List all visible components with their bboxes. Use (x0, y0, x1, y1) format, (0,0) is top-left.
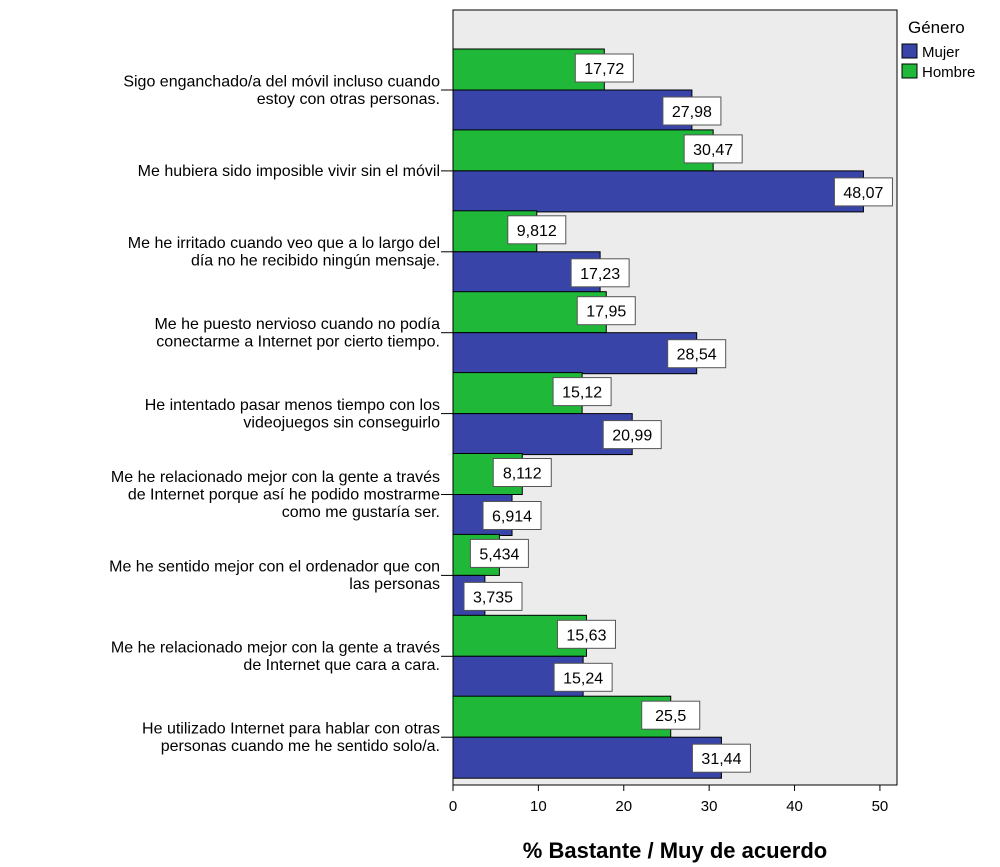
category-label: estoy con otras personas. (257, 91, 440, 108)
bar-mujer (452, 89, 693, 132)
data-label-box (641, 700, 701, 730)
data-label-mujer: 6,914 (492, 509, 532, 526)
data-label-hombre: 30,47 (693, 142, 733, 159)
category-label: Me hubiera sido imposible vivir sin el m… (138, 163, 440, 180)
data-label-hombre: 5,434 (479, 546, 519, 563)
data-label-box (469, 538, 529, 568)
data-label-mujer: 17,23 (580, 266, 620, 283)
data-label-box (507, 215, 567, 245)
category-label: He intentado pasar menos tiempo con los (145, 397, 440, 414)
data-label-box (602, 420, 662, 450)
legend-label-hombre: Hombre (922, 64, 975, 81)
data-label-box (556, 619, 616, 649)
data-label-box (552, 377, 612, 407)
category-label: día no he recibido ningún mensaje. (191, 253, 440, 270)
x-tick-label: 40 (786, 798, 803, 815)
data-label-hombre: 17,72 (584, 61, 624, 78)
category-label: las personas (349, 576, 440, 593)
data-label-box (833, 177, 893, 207)
data-label-box (570, 258, 630, 288)
data-label-box (482, 501, 542, 530)
category-label: Sigo enganchado/a del móvil incluso cuan… (123, 73, 440, 90)
legend-swatch-hombre (901, 63, 918, 79)
legend-swatch-mujer (901, 43, 918, 59)
bar-hombre (452, 695, 672, 738)
category-label: como me gustaría ser. (282, 504, 440, 521)
data-label-mujer: 20,99 (612, 428, 652, 445)
category-label: Me he relacionado mejor con la gente a t… (111, 640, 440, 657)
data-label-hombre: 8,112 (503, 466, 542, 483)
bar-mujer (452, 736, 722, 779)
category-label: He utilizado Internet para hablar con ot… (142, 720, 440, 737)
x-tick-label: 20 (615, 798, 632, 815)
data-label-box (576, 296, 636, 326)
data-label-mujer: 31,44 (701, 751, 741, 768)
category-label: personas cuando me he sentido solo/a. (161, 738, 440, 755)
x-tick-label: 10 (530, 798, 547, 815)
bar-mujer (452, 170, 864, 213)
data-label-mujer: 3,735 (473, 589, 513, 606)
data-label-box (667, 339, 727, 369)
data-label-box (683, 134, 743, 164)
category-label: de Internet porque así he podido mostrar… (128, 487, 440, 504)
data-label-box (492, 458, 552, 487)
category-label: Me he irritado cuando veo que a lo largo… (128, 235, 440, 252)
category-label: Me he relacionado mejor con la gente a t… (111, 469, 440, 486)
data-label-mujer: 48,07 (843, 185, 883, 202)
data-label-hombre: 17,95 (586, 304, 626, 321)
bar-hombre (452, 129, 714, 172)
legend: Género Mujer Hombre (901, 18, 975, 81)
category-label: conectarme a Internet por cierto tiempo. (156, 333, 440, 350)
x-axis-title: % Bastante / Muy de acuerdo (523, 838, 827, 863)
x-tick-label: 30 (701, 798, 718, 815)
data-label-box (574, 53, 634, 83)
data-label-hombre: 15,12 (562, 385, 602, 402)
data-label-box (691, 743, 751, 773)
bars-layer: 17,72 27,98 30,47 48,07 9,812 17,23 17,95 28,54… (452, 48, 893, 779)
category-label: videojuegos sin conseguirlo (243, 414, 440, 431)
data-label-mujer: 28,54 (677, 347, 717, 364)
category-labels: Sigo enganchado/a del móvil incluso cuan… (109, 73, 453, 755)
bar-mujer (452, 332, 698, 375)
legend-title: Género (908, 18, 965, 37)
x-axis: 0 10 20 30 40 50 (449, 785, 888, 815)
data-label-mujer: 27,98 (672, 104, 712, 121)
category-label: de Internet que cara a cara. (243, 657, 440, 674)
x-tick-label: 50 (872, 798, 889, 815)
legend-label-mujer: Mujer (922, 44, 960, 61)
data-label-hombre: 15,63 (566, 627, 606, 644)
category-label: Me he sentido mejor con el ordenador que… (109, 559, 440, 576)
data-label-box (662, 96, 722, 126)
data-label-mujer: 15,24 (563, 670, 603, 687)
category-label: Me he puesto nervioso cuando no podía (154, 316, 440, 333)
data-label-hombre: 25,5 (655, 708, 686, 725)
x-tick-label: 0 (449, 798, 457, 815)
data-label-hombre: 9,812 (517, 223, 557, 240)
data-label-box (463, 581, 523, 611)
data-label-box (553, 662, 613, 692)
